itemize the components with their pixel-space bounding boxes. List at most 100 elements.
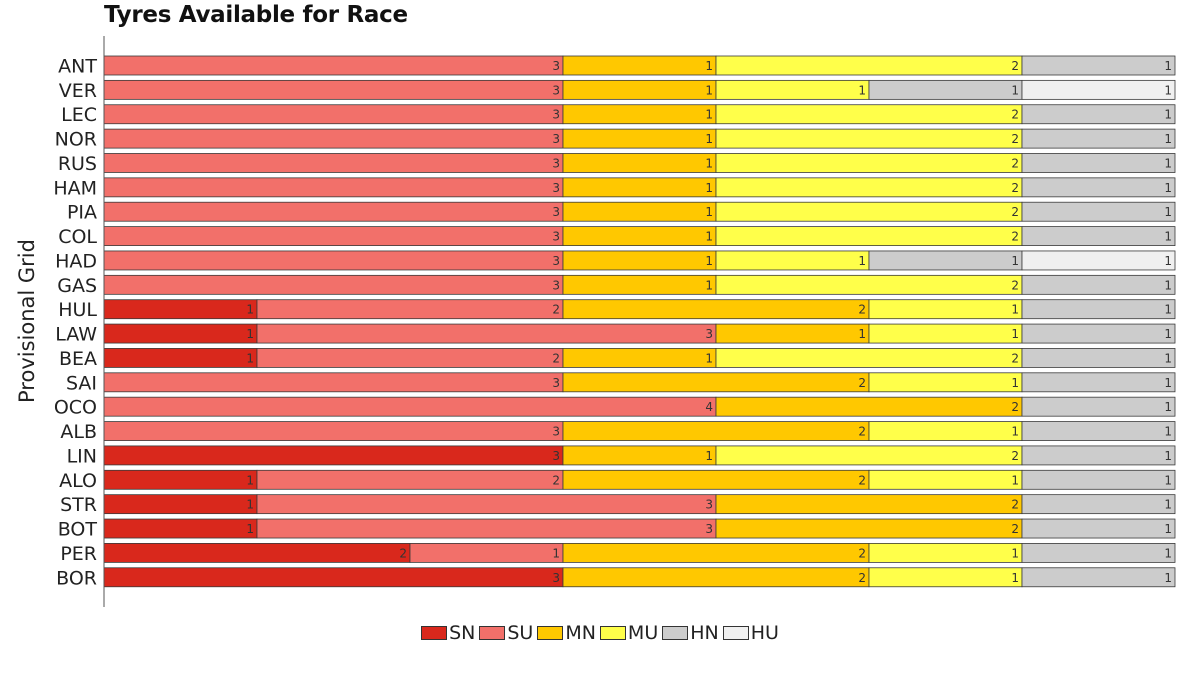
bar-segment-oco-mn: [715, 396, 1023, 417]
data-label-alb-mn: 2: [858, 425, 866, 439]
bar-segment-str-hn: [1021, 494, 1176, 515]
bar-segment-sai-hn: [1021, 372, 1176, 393]
y-axis-title: Provisional Grid: [15, 239, 39, 403]
bar-segment-nor-su: [103, 128, 564, 149]
data-label-bea-sn: 1: [246, 351, 254, 365]
bar-segment-hul-mn: [562, 299, 870, 320]
data-label-sai-su: 3: [552, 376, 560, 390]
data-label-col-mn: 1: [705, 230, 713, 244]
data-label-rus-hn: 1: [1164, 156, 1172, 170]
bar-segment-had-mu: [715, 250, 870, 271]
data-label-ant-mn: 1: [705, 59, 713, 73]
bar-segment-alo-sn: [103, 469, 258, 490]
data-label-lec-mu: 2: [1011, 108, 1019, 122]
data-label-hul-mu: 1: [1011, 303, 1019, 317]
bar-segment-rus-mu: [715, 153, 1023, 173]
data-label-pia-su: 3: [552, 205, 560, 219]
data-label-alo-hn: 1: [1164, 473, 1172, 487]
bar-segment-per-mn: [562, 543, 870, 563]
bar-segment-ham-hn: [1021, 177, 1176, 198]
legend-label-sn: SN: [449, 622, 476, 644]
data-label-per-hn: 1: [1164, 546, 1172, 560]
bar-segment-alb-hn: [1021, 421, 1176, 441]
y-tick-label-rus: RUS: [58, 153, 97, 175]
data-label-ver-hn: 1: [1011, 83, 1019, 97]
bar-segment-lec-mu: [715, 104, 1023, 125]
data-label-pia-mu: 2: [1011, 205, 1019, 219]
bar-segment-bot-mn: [715, 518, 1023, 539]
y-tick-label-alo: ALO: [59, 470, 97, 492]
bar-segment-ham-mn: [562, 177, 717, 198]
bar-segment-alo-hn: [1021, 469, 1176, 490]
data-label-lin-mn: 1: [705, 449, 713, 463]
bar-segment-ham-mu: [715, 177, 1023, 198]
y-tick-label-sai: SAI: [66, 372, 97, 394]
data-label-ant-su: 3: [552, 59, 560, 73]
bar-segment-oco-su: [103, 396, 717, 417]
data-label-lec-hn: 1: [1164, 108, 1172, 122]
bar-segment-hul-sn: [103, 299, 258, 320]
y-tick-label-ant: ANT: [58, 56, 97, 78]
bar-segment-bot-sn: [103, 518, 258, 539]
legend-item-mn: MN: [537, 622, 596, 644]
bar-segment-gas-mn: [562, 274, 717, 295]
legend-item-sn: SN: [421, 622, 475, 644]
bar-segment-pia-mu: [715, 201, 1023, 222]
bar-segment-col-hn: [1021, 226, 1176, 246]
data-label-law-sn: 1: [246, 327, 254, 341]
bar-segment-bot-hn: [1021, 518, 1176, 539]
y-tick-label-ver: VER: [59, 80, 97, 102]
bar-segment-bea-hn: [1021, 348, 1176, 368]
data-label-alb-mu: 1: [1011, 425, 1019, 439]
y-tick-label-lin: LIN: [67, 445, 97, 467]
data-label-ham-mu: 2: [1011, 181, 1019, 195]
data-label-gas-mn: 1: [705, 278, 713, 292]
bar-segment-alo-mu: [868, 469, 1023, 490]
legend-swatch-hu: [722, 626, 749, 640]
y-tick-label-lec: LEC: [61, 104, 97, 126]
data-label-sai-mu: 1: [1011, 376, 1019, 390]
bar-segment-alb-su: [103, 421, 564, 441]
bar-segment-col-su: [103, 226, 564, 246]
bar-segment-lec-su: [103, 104, 564, 125]
y-tick-label-ham: HAM: [53, 177, 97, 199]
legend-swatch-mn: [537, 626, 564, 640]
data-label-str-hn: 1: [1164, 498, 1172, 512]
data-label-alo-mu: 1: [1011, 473, 1019, 487]
data-label-law-su: 3: [705, 327, 713, 341]
bar-segment-sai-su: [103, 372, 564, 393]
data-label-ham-mn: 1: [705, 181, 713, 195]
bar-segment-law-mn: [715, 323, 870, 344]
data-label-law-hn: 1: [1164, 327, 1172, 341]
bar-segment-bor-mu: [868, 567, 1023, 588]
bar-segment-nor-hn: [1021, 128, 1176, 149]
data-label-ant-mu: 2: [1011, 59, 1019, 73]
bar-segment-nor-mn: [562, 128, 717, 149]
data-label-nor-mn: 1: [705, 132, 713, 146]
bar-segment-alo-mn: [562, 469, 870, 490]
legend-swatch-hn: [662, 626, 689, 640]
bar-segment-gas-mu: [715, 274, 1023, 295]
legend-swatch-su: [479, 626, 506, 640]
bar-segment-hul-hn: [1021, 299, 1176, 320]
bar-segment-nor-mu: [715, 128, 1023, 149]
data-label-alb-su: 3: [552, 425, 560, 439]
data-label-gas-mu: 2: [1011, 278, 1019, 292]
legend-item-hu: HU: [722, 622, 779, 644]
data-label-lin-hn: 1: [1164, 449, 1172, 463]
data-label-bor-mn: 2: [858, 571, 866, 585]
y-tick-label-oco: OCO: [54, 397, 97, 419]
data-label-ver-mu: 1: [858, 83, 866, 97]
data-label-pia-mn: 1: [705, 205, 713, 219]
data-label-sai-hn: 1: [1164, 376, 1172, 390]
data-label-alo-sn: 1: [246, 473, 254, 487]
bar-segment-bor-mn: [562, 567, 870, 588]
data-label-bot-su: 3: [705, 522, 713, 536]
bar-segment-bor-sn: [103, 567, 564, 588]
bar-segment-bea-sn: [103, 348, 258, 368]
y-tick-label-pia: PIA: [67, 202, 97, 224]
data-label-bea-mn: 1: [705, 351, 713, 365]
data-label-str-sn: 1: [246, 498, 254, 512]
data-label-per-su: 1: [552, 546, 560, 560]
y-tick-label-bea: BEA: [59, 348, 97, 370]
